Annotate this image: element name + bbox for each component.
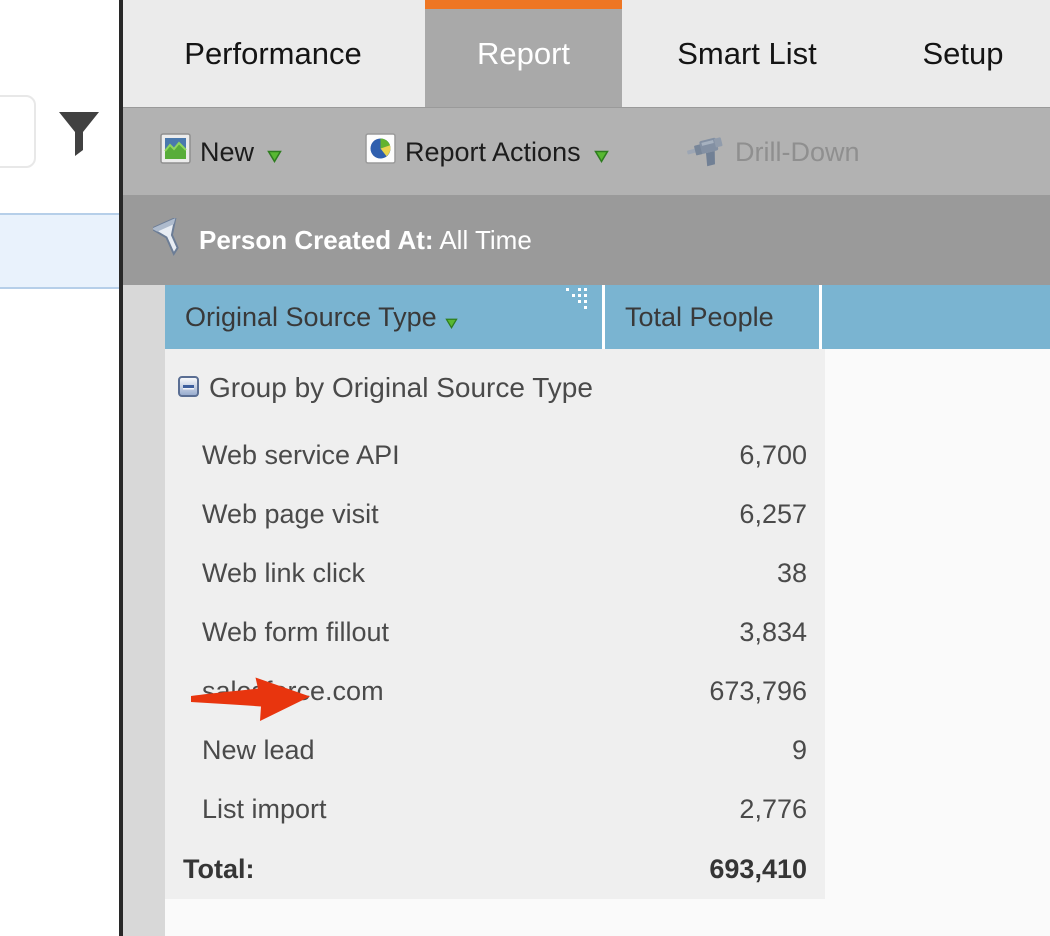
pie-chart-icon bbox=[365, 133, 396, 171]
table-header: Original Source Type bbox=[165, 285, 1050, 349]
filter-field-value: All Time bbox=[439, 224, 532, 255]
table-row[interactable]: Web form fillout 3,834 bbox=[165, 603, 825, 662]
tab-label: Performance bbox=[184, 35, 362, 71]
report-table: Original Source Type bbox=[165, 285, 1050, 899]
report-actions-label: Report Actions bbox=[405, 136, 581, 167]
column-header-total-people[interactable]: Total People bbox=[605, 285, 822, 349]
drill-down-label: Drill-Down bbox=[735, 136, 860, 167]
filter-summary-text: Person Created At: All Time bbox=[199, 225, 532, 256]
filter-funnel-icon[interactable] bbox=[58, 110, 100, 163]
filter-field-label: Person Created At: bbox=[199, 224, 434, 255]
group-header-row[interactable]: Group by Original Source Type bbox=[165, 349, 825, 426]
column-header-source-type[interactable]: Original Source Type bbox=[165, 285, 605, 349]
total-value: 693,410 bbox=[709, 853, 807, 884]
new-report-icon bbox=[160, 133, 191, 171]
column-header-label: Total People bbox=[625, 301, 774, 332]
toolbar: New Report Actions bbox=[123, 107, 1050, 195]
gutter-strip bbox=[123, 285, 165, 936]
row-source-type: Web service API bbox=[202, 440, 400, 470]
chevron-down-icon bbox=[267, 139, 282, 170]
row-total-people: 3,834 bbox=[739, 617, 807, 647]
new-button[interactable]: New bbox=[160, 108, 282, 196]
tab-setup[interactable]: Setup bbox=[871, 0, 1050, 107]
total-label: Total: bbox=[183, 853, 255, 884]
table-body: Group by Original Source Type Web servic… bbox=[165, 349, 825, 899]
row-source-type: List import bbox=[202, 794, 327, 824]
row-source-type: Web form fillout bbox=[202, 617, 390, 647]
chevron-down-icon[interactable] bbox=[444, 305, 458, 336]
table-row[interactable]: Web service API 6,700 bbox=[165, 426, 825, 485]
filter-summary-bar: Person Created At: All Time bbox=[123, 195, 1050, 285]
row-total-people: 6,700 bbox=[739, 440, 807, 470]
drag-handle-icon[interactable] bbox=[566, 288, 592, 319]
tab-bar: Performance Report Smart List Setup bbox=[123, 0, 1050, 107]
table-body-rows: Web service API 6,700 Web page visit 6,257 W… bbox=[165, 426, 825, 839]
main-area: Performance Report Smart List Setup bbox=[123, 0, 1050, 936]
drill-down-button: Drill-Down bbox=[686, 108, 860, 196]
tree-selected-item[interactable] bbox=[0, 213, 119, 289]
column-header-label: Original Source Type bbox=[185, 301, 437, 332]
row-source-type: Web page visit bbox=[202, 499, 379, 529]
row-total-people: 6,257 bbox=[739, 499, 807, 529]
row-total-people: 2,776 bbox=[739, 794, 807, 824]
table-row[interactable]: List import 2,776 bbox=[165, 780, 825, 839]
tab-label: Setup bbox=[922, 35, 1004, 71]
drill-icon bbox=[686, 131, 726, 174]
group-header-label: Group by Original Source Type bbox=[209, 371, 593, 403]
panel-divider[interactable] bbox=[119, 0, 123, 936]
new-button-label: New bbox=[200, 136, 255, 167]
row-source-type: New lead bbox=[202, 735, 315, 765]
tab-label: Smart List bbox=[677, 35, 817, 71]
tab-performance[interactable]: Performance bbox=[123, 0, 423, 107]
funnel-icon bbox=[149, 215, 187, 263]
row-source-type: Web link click bbox=[202, 558, 366, 588]
tab-report[interactable]: Report bbox=[425, 0, 622, 107]
tab-smart-list[interactable]: Smart List bbox=[623, 0, 871, 107]
annotation-arrow-icon bbox=[191, 675, 313, 728]
row-total-people: 38 bbox=[776, 558, 807, 588]
search-input[interactable] bbox=[0, 95, 36, 168]
tab-label: Report bbox=[476, 35, 571, 71]
table-row[interactable]: Web link click 38 bbox=[165, 544, 825, 603]
row-total-people: 9 bbox=[791, 735, 807, 765]
row-total-people: 673,796 bbox=[709, 676, 807, 706]
total-row: Total: 693,410 bbox=[165, 839, 825, 899]
collapse-icon[interactable] bbox=[178, 372, 199, 404]
column-header-empty bbox=[822, 285, 1050, 349]
table-row[interactable]: Web page visit 6,257 bbox=[165, 485, 825, 544]
left-panel bbox=[0, 0, 119, 936]
chevron-down-icon bbox=[593, 139, 609, 170]
report-actions-button[interactable]: Report Actions bbox=[365, 108, 609, 196]
table-row[interactable]: New lead 9 bbox=[165, 721, 825, 780]
report-content: Original Source Type bbox=[123, 285, 1050, 936]
